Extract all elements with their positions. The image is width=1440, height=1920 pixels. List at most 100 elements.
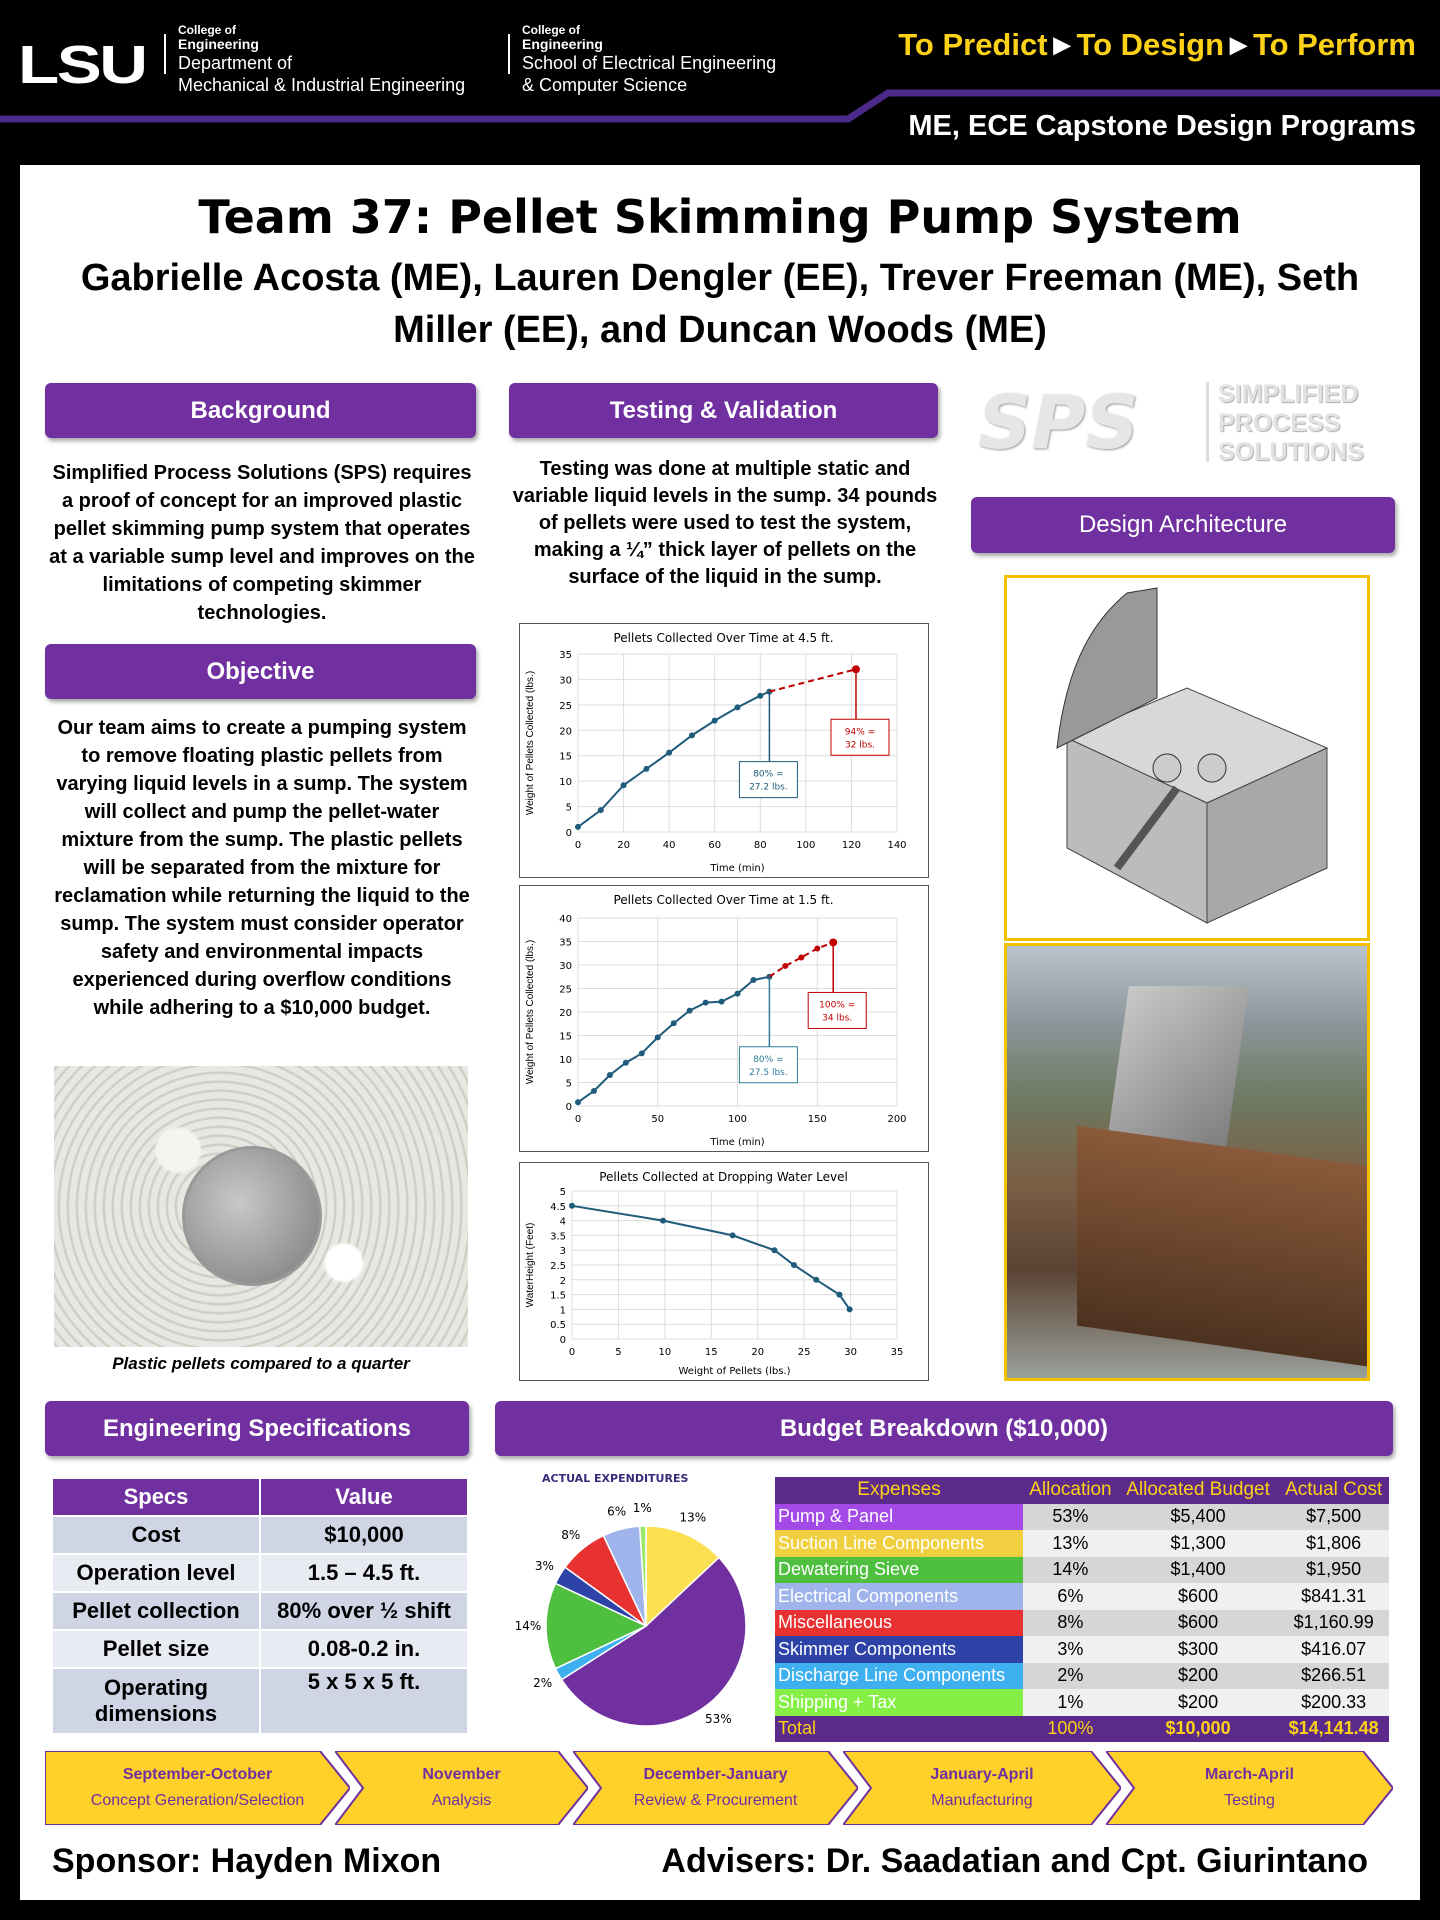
pie-chart: ACTUAL EXPENDITURES 13% 53% 2% 14% 3% 8% 6% 1% xyxy=(514,1470,764,1730)
budget-row: Discharge Line Components 2% $200 $266.51 xyxy=(775,1662,1389,1689)
annotation-text: 34 lbs. xyxy=(822,1013,852,1023)
spec-value: $10,000 xyxy=(259,1515,469,1555)
phase-task: Testing xyxy=(1224,1792,1275,1809)
actual-cost: $1,950 xyxy=(1278,1556,1389,1583)
allocated-budget: $200 xyxy=(1117,1689,1279,1716)
y-tick-label: 3.5 xyxy=(550,1231,566,1242)
engineering: Engineering xyxy=(522,36,603,52)
y-tick-label: 0 xyxy=(566,828,572,839)
allocation: 2% xyxy=(1023,1662,1118,1689)
actual-cost: $416.07 xyxy=(1278,1636,1389,1663)
x-tick-label: 40 xyxy=(663,840,676,851)
dept-line2: Mechanical & Industrial Engineering xyxy=(178,75,466,95)
y-tick-label: 0 xyxy=(566,1102,572,1113)
data-point xyxy=(660,1217,666,1224)
budget-total-row: Total 100% $10,000 $14,141.48 xyxy=(775,1715,1389,1742)
y-tick-label: 3 xyxy=(560,1246,566,1257)
data-point xyxy=(718,998,725,1005)
x-axis-label: Time (min) xyxy=(709,863,764,874)
expense-name: Electrical Components xyxy=(775,1583,1023,1610)
phase-task: Concept Generation/Selection xyxy=(90,1792,305,1809)
tagline-predict: To Predict xyxy=(898,27,1048,62)
series-line xyxy=(577,975,770,1104)
expense-name: Dewatering Sieve xyxy=(775,1556,1023,1583)
data-point xyxy=(836,1291,843,1298)
data-point xyxy=(622,1059,629,1066)
data-point xyxy=(620,782,627,789)
authors-line1: Gabrielle Acosta (ME), Lauren Dengler (E… xyxy=(80,257,1360,299)
y-tick-label: 35 xyxy=(559,938,572,949)
expense-name: Suction Line Components xyxy=(775,1530,1023,1557)
phase-period: November xyxy=(422,1766,501,1783)
sps-line2: PROCESS xyxy=(1218,409,1341,437)
authors: Gabrielle Acosta (ME), Lauren Dengler (E… xyxy=(50,252,1390,356)
spec-name: Pellet collection xyxy=(51,1591,261,1631)
pie-label: 3% xyxy=(535,1559,554,1573)
tagline-perform: To Perform xyxy=(1252,27,1416,62)
annotation-box xyxy=(738,1046,798,1084)
arrow-right-icon: ▶ xyxy=(1230,32,1247,57)
data-point xyxy=(790,1262,797,1268)
sps-wordmark: SIMPLIFIED PROCESS SOLUTIONS xyxy=(1218,380,1364,467)
total-label: Total xyxy=(775,1715,1023,1742)
data-point xyxy=(569,1202,575,1209)
data-point xyxy=(606,1071,613,1078)
data-point xyxy=(643,765,650,772)
x-tick-label: 0 xyxy=(575,840,581,851)
prototype-photo xyxy=(1004,943,1370,1381)
timeline-phase: March-April Testing xyxy=(1106,1751,1393,1825)
y-tick-label: 0 xyxy=(560,1335,566,1346)
objective-text: Our team aims to create a pumping system… xyxy=(54,717,470,1019)
pie-label: 53% xyxy=(705,1712,732,1726)
y-tick-label: 2 xyxy=(560,1276,566,1287)
sps-mark: SPS xyxy=(978,380,1139,466)
series-line xyxy=(571,1204,851,1310)
actual-cost: $841.31 xyxy=(1278,1583,1389,1610)
pie-slice xyxy=(645,1525,720,1628)
phase-task: Manufacturing xyxy=(931,1792,1033,1809)
pie-title: ACTUAL EXPENDITURES xyxy=(542,1472,689,1485)
sps-logo: SPS SIMPLIFIED PROCESS SOLUTIONS xyxy=(978,372,1398,472)
data-point xyxy=(575,1099,581,1106)
allocated-budget: $600 xyxy=(1117,1583,1279,1610)
y-tick-label: 30 xyxy=(559,675,572,686)
timeline-phase: November Analysis xyxy=(335,1751,588,1825)
expense-name: Pump & Panel xyxy=(775,1503,1023,1530)
pie-slice xyxy=(545,1582,648,1670)
annotation-text: 32 lbs. xyxy=(845,740,875,750)
y-axis-label: Weight of Pellets Collected (lbs.) xyxy=(525,671,536,815)
annotation-text: 27.5 lbs. xyxy=(749,1068,788,1078)
actual-cost: $200.33 xyxy=(1278,1689,1389,1716)
allocated-budget: $200 xyxy=(1117,1662,1279,1689)
y-tick-label: 1.5 xyxy=(550,1291,566,1302)
y-tick-label: 1 xyxy=(560,1305,566,1316)
specs-heading: Engineering Specifications xyxy=(45,1401,469,1456)
allocation: 14% xyxy=(1023,1556,1118,1583)
expense-name: Shipping + Tax xyxy=(775,1689,1023,1716)
budget-row: Dewatering Sieve 14% $1,400 $1,950 xyxy=(775,1556,1389,1583)
phase-task: Review & Procurement xyxy=(633,1792,798,1809)
data-point xyxy=(590,1087,597,1094)
col-value: Value xyxy=(259,1477,469,1517)
spec-row: Operation level 1.5 – 4.5 ft. xyxy=(51,1553,469,1593)
y-tick-label: 0.5 xyxy=(550,1320,566,1331)
sponsor: Sponsor: Hayden Mixon xyxy=(52,1842,442,1880)
college-label: College of Engineering xyxy=(178,23,259,51)
poster-title: Team 37: Pellet Skimming Pump System xyxy=(198,190,1242,244)
budget-heading: Budget Breakdown ($10,000) xyxy=(495,1401,1393,1456)
spec-value: 80% over ½ shift xyxy=(259,1591,469,1631)
x-tick-label: 30 xyxy=(844,1347,857,1358)
data-point xyxy=(846,1306,853,1313)
phase-period: March-April xyxy=(1205,1766,1294,1783)
spec-name: Operation level xyxy=(51,1553,261,1593)
x-tick-label: 80 xyxy=(754,840,767,851)
testing-text: Testing was done at multiple static and … xyxy=(512,458,938,588)
spec-row: Cost $10,000 xyxy=(51,1515,469,1555)
chart-title: Pellets Collected at Dropping Water Leve… xyxy=(599,1170,848,1184)
data-point xyxy=(757,692,764,699)
data-point xyxy=(734,990,741,997)
x-tick-label: 200 xyxy=(887,1114,906,1125)
actual-cost: $266.51 xyxy=(1278,1662,1389,1689)
program-title: ME, ECE Capstone Design Programs xyxy=(908,110,1416,142)
allocated-budget: $300 xyxy=(1117,1636,1279,1663)
